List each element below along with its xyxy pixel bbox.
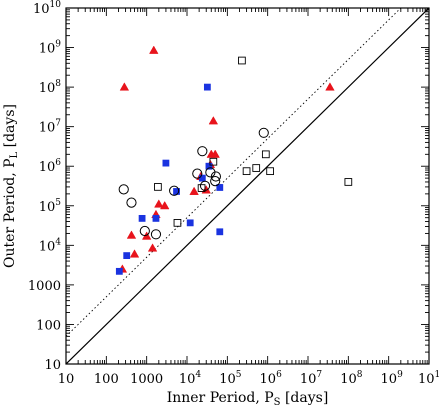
x-tick-label: 106 xyxy=(260,370,283,387)
x-tick-label: 10 xyxy=(58,372,75,387)
blue-square-point xyxy=(186,219,194,227)
red-triangle-point xyxy=(147,243,158,252)
x-tick-label: 108 xyxy=(340,370,363,387)
blue-square-point xyxy=(162,159,170,167)
y-axis-title: Outer Period, PL [days] xyxy=(2,104,20,268)
open-circle-point xyxy=(139,225,150,237)
y-tick-label: 106 xyxy=(39,158,62,175)
red-triangle-point xyxy=(149,45,159,54)
y-tick-label: 104 xyxy=(39,237,62,254)
red-triangle-point xyxy=(189,186,199,195)
open-square-point xyxy=(252,164,261,172)
open-square-point xyxy=(344,178,353,186)
red-triangle-point xyxy=(159,200,170,210)
blue-square-point xyxy=(205,162,213,170)
blue-square-point xyxy=(203,83,211,91)
blue-square-point xyxy=(138,214,146,222)
x-tick-label: 1000 xyxy=(130,372,163,387)
data-points xyxy=(115,45,353,275)
tick-labels: 1010010001041051061071081091010101001000… xyxy=(28,0,440,387)
red-triangle-point xyxy=(154,199,164,208)
y-tick-label: 1000 xyxy=(28,279,61,294)
blue-square-point xyxy=(173,188,180,195)
dotted-reference-line xyxy=(66,8,402,337)
x-tick-label: 104 xyxy=(179,370,202,387)
open-circle-point xyxy=(210,176,221,187)
equality-line xyxy=(66,8,429,364)
blue-square-point xyxy=(216,184,224,191)
open-circle-point xyxy=(126,197,137,208)
red-triangle-point xyxy=(325,82,335,91)
blue-square-point xyxy=(152,214,160,222)
open-square-point xyxy=(261,150,270,159)
open-circle-point xyxy=(197,146,208,157)
y-tick-label: 105 xyxy=(39,198,62,215)
open-circle-point xyxy=(192,168,203,179)
red-triangle-point xyxy=(129,249,140,258)
y-tick-label: 100 xyxy=(36,318,61,333)
open-circle-point xyxy=(210,171,221,182)
y-tick-label: 10 xyxy=(44,358,61,373)
open-circle-point xyxy=(258,127,269,138)
axis-ticks xyxy=(65,7,430,365)
open-square-point xyxy=(197,184,206,192)
red-triangle-point xyxy=(208,116,219,125)
red-triangle-point xyxy=(210,149,220,158)
red-triangle-point xyxy=(119,82,130,91)
open-circle-point xyxy=(150,229,162,240)
y-tick-label: 108 xyxy=(39,79,62,96)
red-triangle-point xyxy=(126,230,137,239)
blue-square-point xyxy=(198,174,206,182)
plot-frame xyxy=(65,7,430,365)
open-square-point xyxy=(266,167,274,176)
open-square-point xyxy=(238,56,246,65)
x-tick-label: 109 xyxy=(381,370,404,387)
x-axis-title: Inner Period, PS [days] xyxy=(167,390,329,407)
open-square-point xyxy=(242,167,251,176)
x-tick-label: 107 xyxy=(300,370,323,387)
open-square-point xyxy=(209,157,218,166)
y-tick-label: 107 xyxy=(39,119,62,136)
x-tick-label: 1010 xyxy=(418,370,440,387)
open-square-point xyxy=(154,183,162,191)
y-tick-label: 109 xyxy=(39,40,62,57)
x-tick-label: 105 xyxy=(219,370,242,387)
y-tick-label: 1010 xyxy=(33,0,61,17)
open-square-point xyxy=(173,219,182,227)
blue-square-point xyxy=(216,228,224,236)
reference-lines xyxy=(66,8,429,364)
x-tick-label: 100 xyxy=(94,372,119,387)
open-circle-point xyxy=(169,185,180,196)
blue-square-point xyxy=(115,267,123,275)
open-circle-point xyxy=(118,184,129,195)
blue-square-point xyxy=(123,252,131,260)
